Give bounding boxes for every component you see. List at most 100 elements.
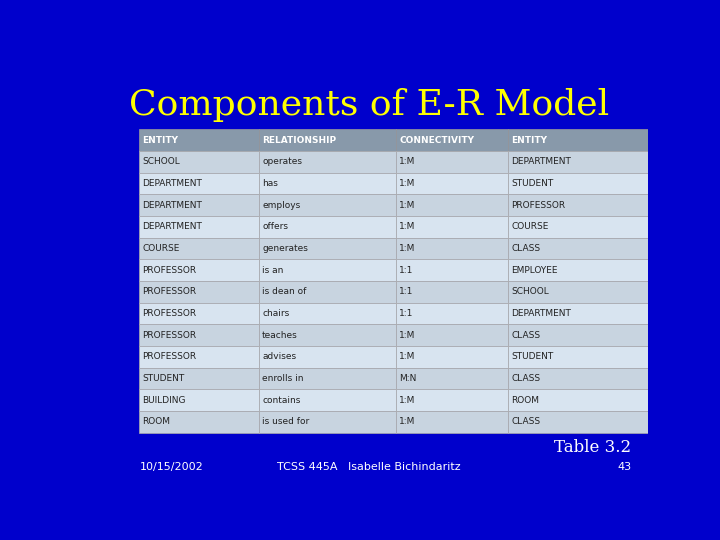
Text: EMPLOYEE: EMPLOYEE <box>511 266 558 275</box>
Text: DEPARTMENT: DEPARTMENT <box>511 157 571 166</box>
FancyBboxPatch shape <box>139 281 258 303</box>
Text: 1:M: 1:M <box>400 396 416 405</box>
FancyBboxPatch shape <box>508 411 648 433</box>
FancyBboxPatch shape <box>396 194 508 216</box>
Text: ROOM: ROOM <box>143 417 171 427</box>
Text: RELATIONSHIP: RELATIONSHIP <box>262 136 336 145</box>
FancyBboxPatch shape <box>139 194 258 216</box>
Text: PROFESSOR: PROFESSOR <box>143 266 197 275</box>
Text: ENTITY: ENTITY <box>143 136 179 145</box>
FancyBboxPatch shape <box>396 259 508 281</box>
Text: CLASS: CLASS <box>511 374 541 383</box>
Text: DEPARTMENT: DEPARTMENT <box>511 309 571 318</box>
FancyBboxPatch shape <box>139 151 258 173</box>
Text: 1:1: 1:1 <box>400 287 414 296</box>
Text: 1:1: 1:1 <box>400 309 414 318</box>
FancyBboxPatch shape <box>258 389 396 411</box>
Text: CLASS: CLASS <box>511 330 541 340</box>
Text: generates: generates <box>262 244 308 253</box>
FancyBboxPatch shape <box>396 129 508 151</box>
Text: Table 3.2: Table 3.2 <box>554 439 631 456</box>
Text: 10/15/2002: 10/15/2002 <box>140 462 204 472</box>
FancyBboxPatch shape <box>508 194 648 216</box>
FancyBboxPatch shape <box>139 368 258 389</box>
Text: DEPARTMENT: DEPARTMENT <box>143 201 202 210</box>
Text: advises: advises <box>262 353 296 361</box>
FancyBboxPatch shape <box>258 216 396 238</box>
Text: employs: employs <box>262 201 300 210</box>
FancyBboxPatch shape <box>139 129 258 151</box>
FancyBboxPatch shape <box>258 173 396 194</box>
Text: CLASS: CLASS <box>511 244 541 253</box>
Text: PROFESSOR: PROFESSOR <box>143 287 197 296</box>
FancyBboxPatch shape <box>508 129 648 151</box>
Text: ROOM: ROOM <box>511 396 539 405</box>
Text: DEPARTMENT: DEPARTMENT <box>143 179 202 188</box>
Text: 1:M: 1:M <box>400 417 416 427</box>
Text: ENTITY: ENTITY <box>511 136 547 145</box>
Text: SCHOOL: SCHOOL <box>143 157 180 166</box>
Text: enrolls in: enrolls in <box>262 374 304 383</box>
FancyBboxPatch shape <box>508 238 648 259</box>
FancyBboxPatch shape <box>139 259 258 281</box>
FancyBboxPatch shape <box>258 129 396 151</box>
Text: 1:M: 1:M <box>400 201 416 210</box>
Text: 43: 43 <box>617 462 631 472</box>
FancyBboxPatch shape <box>258 411 396 433</box>
Text: 1:M: 1:M <box>400 157 416 166</box>
Text: BUILDING: BUILDING <box>143 396 186 405</box>
Text: PROFESSOR: PROFESSOR <box>143 330 197 340</box>
FancyBboxPatch shape <box>508 281 648 303</box>
FancyBboxPatch shape <box>139 173 258 194</box>
Text: STUDENT: STUDENT <box>511 353 554 361</box>
FancyBboxPatch shape <box>396 325 508 346</box>
Text: PROFESSOR: PROFESSOR <box>143 309 197 318</box>
Text: has: has <box>262 179 278 188</box>
FancyBboxPatch shape <box>396 281 508 303</box>
FancyBboxPatch shape <box>508 389 648 411</box>
Text: STUDENT: STUDENT <box>143 374 185 383</box>
Text: 1:M: 1:M <box>400 179 416 188</box>
Text: 1:M: 1:M <box>400 353 416 361</box>
FancyBboxPatch shape <box>139 346 258 368</box>
Text: CLASS: CLASS <box>511 417 541 427</box>
FancyBboxPatch shape <box>396 216 508 238</box>
FancyBboxPatch shape <box>508 325 648 346</box>
FancyBboxPatch shape <box>258 303 396 325</box>
FancyBboxPatch shape <box>396 389 508 411</box>
Text: offers: offers <box>262 222 288 231</box>
FancyBboxPatch shape <box>508 151 648 173</box>
Text: COURSE: COURSE <box>511 222 549 231</box>
FancyBboxPatch shape <box>396 368 508 389</box>
FancyBboxPatch shape <box>139 325 258 346</box>
Text: is an: is an <box>262 266 284 275</box>
FancyBboxPatch shape <box>258 281 396 303</box>
FancyBboxPatch shape <box>508 259 648 281</box>
Text: Components of E-R Model: Components of E-R Model <box>129 87 609 122</box>
Text: is used for: is used for <box>262 417 310 427</box>
FancyBboxPatch shape <box>396 173 508 194</box>
Text: 1:M: 1:M <box>400 330 416 340</box>
FancyBboxPatch shape <box>258 194 396 216</box>
Text: PROFESSOR: PROFESSOR <box>511 201 565 210</box>
FancyBboxPatch shape <box>396 151 508 173</box>
Text: TCSS 445A   Isabelle Bichindaritz: TCSS 445A Isabelle Bichindaritz <box>277 462 461 472</box>
Text: contains: contains <box>262 396 300 405</box>
FancyBboxPatch shape <box>258 325 396 346</box>
Text: STUDENT: STUDENT <box>511 179 554 188</box>
FancyBboxPatch shape <box>396 303 508 325</box>
FancyBboxPatch shape <box>396 411 508 433</box>
FancyBboxPatch shape <box>508 368 648 389</box>
FancyBboxPatch shape <box>396 238 508 259</box>
Text: PROFESSOR: PROFESSOR <box>143 353 197 361</box>
FancyBboxPatch shape <box>508 346 648 368</box>
Text: teaches: teaches <box>262 330 298 340</box>
FancyBboxPatch shape <box>396 346 508 368</box>
Text: is dean of: is dean of <box>262 287 307 296</box>
Text: chairs: chairs <box>262 309 289 318</box>
FancyBboxPatch shape <box>258 259 396 281</box>
Text: 1:M: 1:M <box>400 222 416 231</box>
FancyBboxPatch shape <box>258 346 396 368</box>
Text: operates: operates <box>262 157 302 166</box>
FancyBboxPatch shape <box>258 368 396 389</box>
